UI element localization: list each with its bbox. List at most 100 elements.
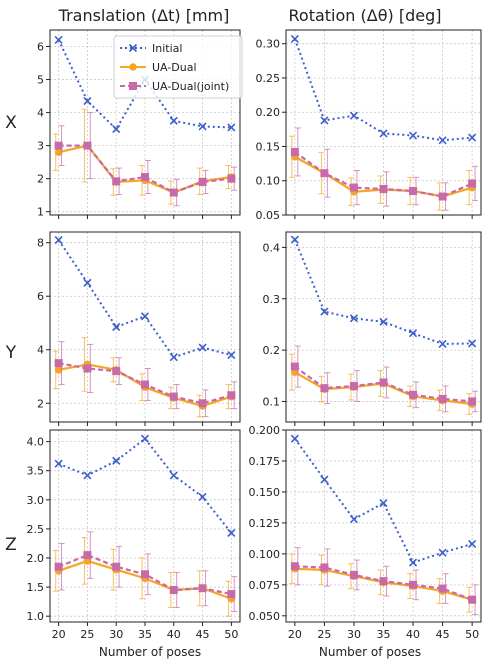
data-point <box>227 391 236 400</box>
y-tick-label: 0.200 <box>249 424 281 437</box>
legend-marker <box>128 43 138 53</box>
data-point <box>141 173 149 182</box>
data-point <box>54 235 63 245</box>
data-point <box>408 131 418 140</box>
y-tick-label: 6 <box>37 41 44 54</box>
data-point <box>54 366 63 374</box>
data-point <box>112 125 121 134</box>
data-point <box>83 141 92 150</box>
x-tick-label: 45 <box>436 628 450 641</box>
data-point <box>438 192 447 201</box>
data-point <box>349 515 359 524</box>
data-point <box>409 187 418 196</box>
data-point <box>438 339 447 349</box>
series-initial <box>290 434 477 567</box>
row-label-x: X <box>5 113 17 133</box>
data-point <box>227 590 236 599</box>
x-tick-label: 20 <box>288 628 302 641</box>
legend-label: UA-Dual(joint) <box>152 80 229 93</box>
data-point <box>438 394 447 403</box>
y-tick-label: 0.15 <box>256 140 281 153</box>
series-ua-dual <box>52 108 236 205</box>
y-tick-label: 1.0 <box>27 610 45 623</box>
y-tick-label: 2 <box>37 397 44 410</box>
series-ua-dual-joint <box>290 547 479 616</box>
series-ua-dual <box>288 135 476 211</box>
row-label-y: Y <box>5 343 17 363</box>
data-point <box>468 179 477 188</box>
data-point <box>408 558 418 567</box>
series-ua-dual-joint <box>290 345 479 413</box>
data-point <box>379 317 388 326</box>
y-tick-label: 4 <box>37 107 44 120</box>
y-tick-label: 0.1 <box>263 395 281 408</box>
y-tick-label: 1.5 <box>27 581 45 594</box>
data-point <box>54 359 63 368</box>
series-initial <box>290 34 477 145</box>
data-point <box>141 380 149 389</box>
legend-label: UA-Dual <box>152 61 197 74</box>
plot-frame <box>49 29 241 216</box>
data-point <box>438 136 447 145</box>
y-tick-label: 3.5 <box>27 465 45 478</box>
data-point <box>320 116 329 125</box>
data-point <box>379 184 388 193</box>
data-point <box>83 278 92 287</box>
data-point <box>112 322 121 332</box>
data-point <box>54 148 63 157</box>
data-point <box>198 122 207 131</box>
y-tick-label: 2.0 <box>27 552 45 565</box>
data-point <box>227 123 236 132</box>
data-point <box>438 584 447 593</box>
data-point <box>198 343 207 352</box>
y-tick-label: 0.05 <box>256 209 281 222</box>
plot-frame <box>49 231 241 423</box>
x-tick-label: 20 <box>52 628 66 641</box>
data-point <box>468 133 477 142</box>
data-point <box>198 177 207 186</box>
data-point <box>468 397 477 406</box>
data-point <box>112 562 121 571</box>
series-initial <box>290 235 477 349</box>
panel-y-translation: 2 4 6 8 <box>37 231 241 426</box>
data-point <box>169 586 178 594</box>
data-point <box>83 551 92 560</box>
series-ua-dual-joint <box>54 341 238 418</box>
series-initial <box>54 434 236 538</box>
y-tick-label: 0.25 <box>256 72 281 85</box>
plot-frame <box>49 429 241 623</box>
x-tick-label: 50 <box>224 628 238 641</box>
x-tick-label: 25 <box>80 628 94 641</box>
data-point <box>198 399 207 408</box>
column-title-rotation: Rotation (Δθ) [deg] <box>289 6 442 25</box>
y-tick-label: 0.4 <box>263 241 281 254</box>
chart-panels: 1234560.050.100.150.200.250.3024680.10.2… <box>27 29 482 641</box>
x-tick-label: 25 <box>317 628 331 641</box>
data-point <box>290 235 299 244</box>
data-point <box>54 562 63 571</box>
data-point <box>379 577 388 586</box>
y-tick-label: 3.0 <box>27 494 45 507</box>
data-point <box>198 584 207 593</box>
data-point <box>54 35 63 44</box>
data-point <box>227 528 236 538</box>
legend-label: Initial <box>152 42 182 55</box>
panel-z-translation: 1.0 1.5 2.0 2.5 3.0 3.5 4.0 20 25 30 35 40 45 50 <box>27 429 241 641</box>
data-point <box>349 570 358 579</box>
data-point <box>169 392 178 401</box>
data-point <box>290 362 299 371</box>
data-point <box>290 34 299 43</box>
data-point <box>408 329 418 338</box>
legend-marker <box>129 82 137 90</box>
data-point <box>198 492 207 501</box>
data-point <box>379 129 388 138</box>
data-point <box>290 434 299 443</box>
data-point <box>83 364 92 373</box>
y-tick-label: 0.050 <box>249 610 281 623</box>
row-label-z: Z <box>5 535 17 555</box>
y-tick-label: 6 <box>37 290 44 303</box>
y-tick-label: 0.30 <box>256 38 281 51</box>
y-tick-label: 8 <box>37 237 44 250</box>
y-tick-label: 0.20 <box>256 106 281 119</box>
